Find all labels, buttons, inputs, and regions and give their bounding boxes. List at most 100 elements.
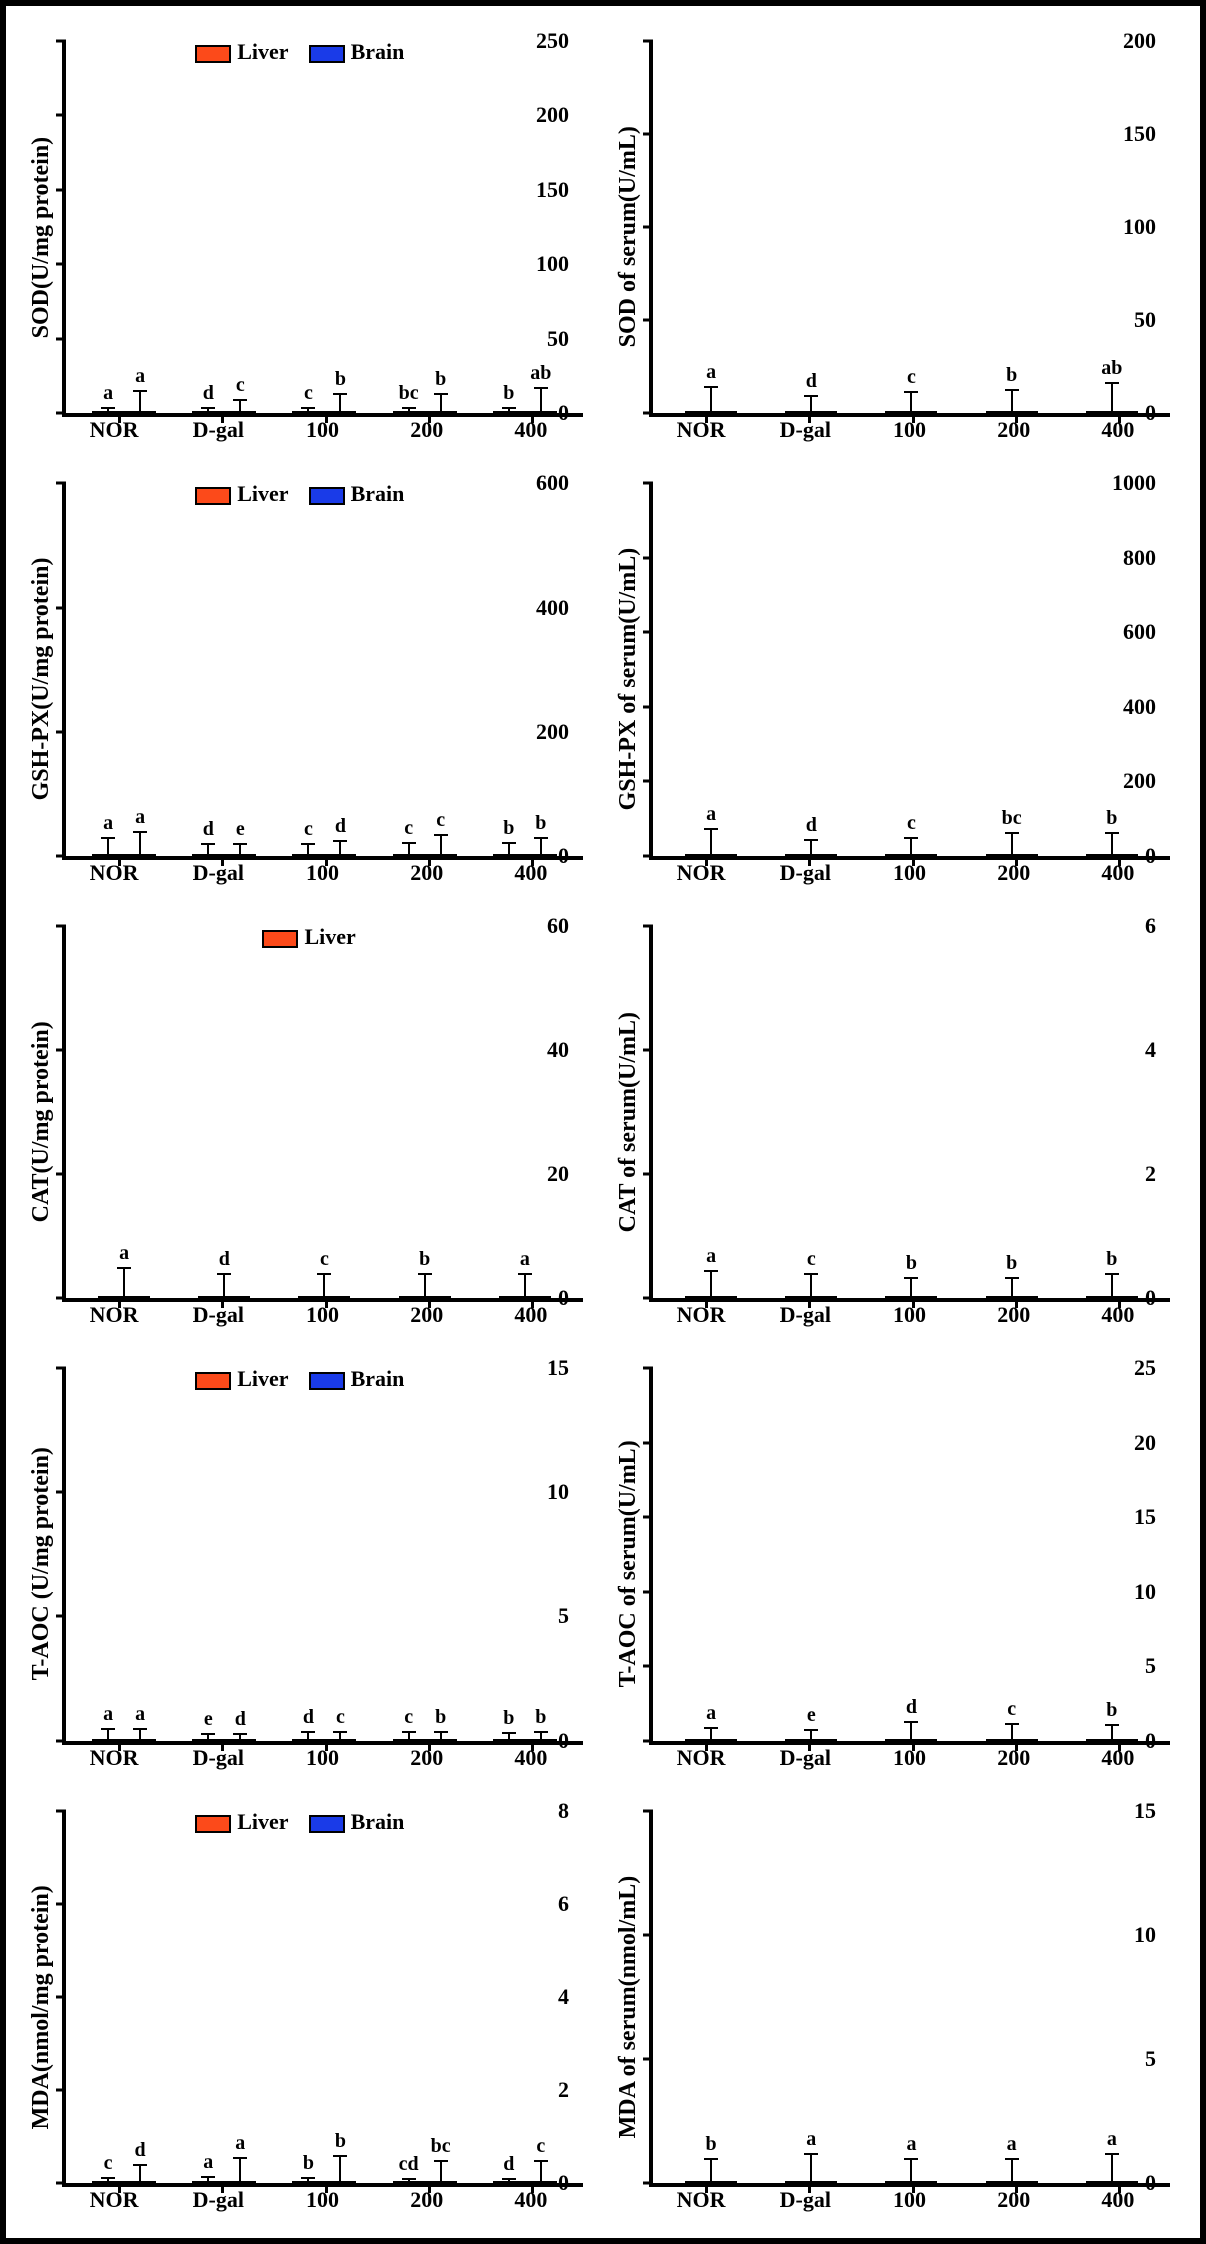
- plot-area: 051015LiverBrainaaeddccbbb: [62, 1368, 583, 1744]
- bar-liver: a: [192, 2181, 224, 2183]
- bar-group: ab: [1086, 411, 1138, 413]
- error-bar: [139, 831, 141, 856]
- sig-label: d: [335, 815, 346, 838]
- sig-label: b: [1106, 1699, 1117, 1722]
- error-bar: [910, 391, 912, 413]
- sig-label: b: [503, 817, 514, 840]
- bars-container: adcbcb: [653, 483, 1170, 855]
- bar: c: [986, 1739, 1038, 1741]
- xtick-label: NOR: [649, 417, 753, 443]
- error-bar: [1111, 382, 1113, 414]
- error-bar: [810, 2153, 812, 2183]
- sig-label: c: [104, 2152, 113, 2175]
- legend: LiverBrain: [195, 1809, 404, 1835]
- bar-group: c: [986, 1739, 1038, 1741]
- bar-brain: b: [324, 411, 356, 413]
- xtick-labels: NORD-gal100200400: [62, 1302, 583, 1328]
- figure-frame: SOD(U/mg protein)050100150200250LiverBra…: [0, 0, 1206, 2244]
- error-bar: [139, 2164, 141, 2183]
- bar-liver: e: [192, 1739, 224, 1741]
- legend: LiverBrain: [195, 39, 404, 65]
- error-bar: [307, 843, 309, 855]
- bar-group: c: [885, 854, 937, 856]
- sig-label: bc: [399, 382, 419, 405]
- panel-cat-tissue: CAT(U/mg protein)0204060LiveradcbaNORD-g…: [26, 916, 593, 1328]
- xtick-label: NOR: [649, 2187, 753, 2213]
- bar-brain: b: [525, 1739, 557, 1741]
- bar: a: [785, 2181, 837, 2183]
- xtick-label: NOR: [62, 1745, 166, 1771]
- bar-brain: b: [525, 854, 557, 856]
- bar-group: aa: [92, 854, 156, 856]
- error-bar: [1011, 2158, 1013, 2183]
- xtick-label: 100: [857, 1745, 961, 1771]
- bar: b: [399, 1296, 451, 1298]
- ylabel: T-AOC (U/mg protein): [26, 1358, 57, 1770]
- bar-group: cdbc: [393, 2181, 457, 2183]
- error-bar: [440, 834, 442, 856]
- bar-brain: a: [124, 1739, 156, 1741]
- error-bar: [339, 1731, 341, 1741]
- error-bar: [339, 393, 341, 414]
- bar-group: c: [885, 411, 937, 413]
- sig-label: a: [520, 1248, 530, 1271]
- xtick-label: 100: [857, 1302, 961, 1328]
- sig-label: e: [204, 1708, 213, 1731]
- xtick-label: 100: [270, 2187, 374, 2213]
- sig-label: d: [906, 1696, 917, 1719]
- error-bar: [1011, 389, 1013, 413]
- bar-brain: ab: [525, 411, 557, 413]
- error-bar: [810, 1273, 812, 1298]
- bar-group: b: [1086, 1739, 1138, 1741]
- error-bar: [1111, 2153, 1113, 2183]
- bar: c: [885, 854, 937, 856]
- bar: b: [885, 1296, 937, 1298]
- bar: a: [1086, 2181, 1138, 2183]
- bars-container: adcba: [66, 926, 583, 1298]
- error-bar: [223, 1273, 225, 1298]
- error-bar: [424, 1273, 426, 1298]
- bar-group: aa: [92, 1739, 156, 1741]
- plot-area: 0200400600LiverBrainaadecdccbb: [62, 483, 583, 859]
- sig-label: b: [1006, 364, 1017, 387]
- sig-label: d: [135, 2139, 146, 2162]
- xtick-label: NOR: [62, 860, 166, 886]
- error-bar: [207, 407, 209, 413]
- xtick-labels: NORD-gal100200400: [62, 2187, 583, 2213]
- bar: b: [1086, 1296, 1138, 1298]
- sig-label: bc: [431, 2135, 451, 2158]
- bar-group: d: [785, 854, 837, 856]
- bar: e: [785, 1739, 837, 1741]
- bar-group: de: [192, 854, 256, 856]
- sig-label: b: [906, 1252, 917, 1275]
- bar-group: ed: [192, 1739, 256, 1741]
- bar-group: e: [785, 1739, 837, 1741]
- bar-brain: d: [124, 2181, 156, 2183]
- error-bar: [239, 2157, 241, 2183]
- sig-label: b: [1106, 807, 1117, 830]
- error-bar: [710, 828, 712, 856]
- bars-container: aedcb: [653, 1368, 1170, 1740]
- error-bar: [810, 395, 812, 414]
- error-bar: [408, 1731, 410, 1741]
- error-bar: [440, 393, 442, 414]
- sig-label: ab: [530, 362, 551, 385]
- xtick-label: D-gal: [166, 2187, 270, 2213]
- bar-group: c: [298, 1296, 350, 1298]
- ylabel: MDA(nmol/mg protein): [26, 1801, 57, 2213]
- bar-brain: b: [425, 1739, 457, 1741]
- ylabel: MDA of serum(nmol/mL): [613, 1801, 644, 2213]
- error-bar: [508, 1732, 510, 1741]
- bar: c: [885, 411, 937, 413]
- bars-container: acbbb: [653, 926, 1170, 1298]
- bar-group: a: [1086, 2181, 1138, 2183]
- bar-group: cb: [292, 411, 356, 413]
- bar-group: d: [198, 1296, 250, 1298]
- xtick-label: 100: [270, 860, 374, 886]
- error-bar: [910, 837, 912, 856]
- error-bar: [107, 837, 109, 856]
- bar: a: [986, 2181, 1038, 2183]
- sig-label: a: [1107, 2128, 1117, 2151]
- sig-label: a: [1007, 2133, 1017, 2156]
- bar: a: [685, 854, 737, 856]
